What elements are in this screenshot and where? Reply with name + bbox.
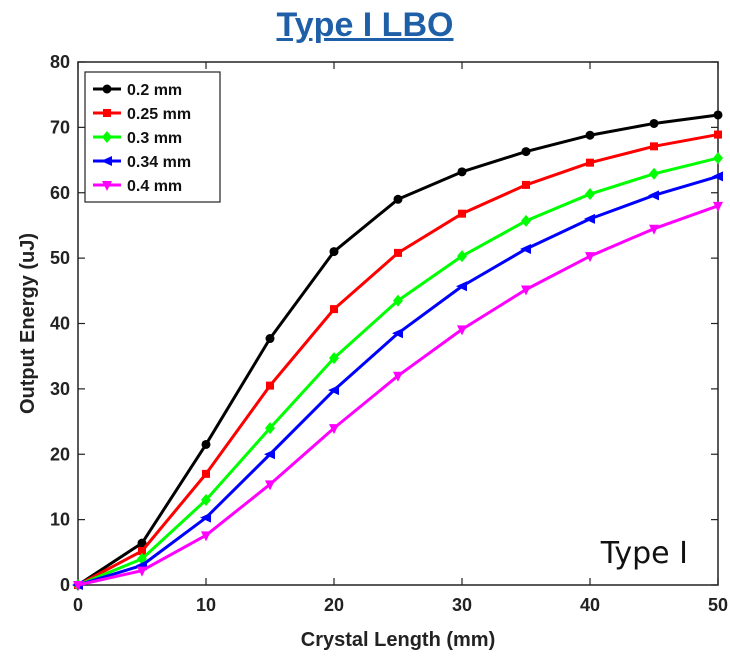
data-point-series-3: [201, 494, 211, 507]
data-point-series-3: [585, 188, 595, 201]
y-tick-label: 80: [50, 52, 70, 72]
x-axis-label: Crystal Length (mm): [301, 629, 495, 651]
legend-label: 0.25 mm: [127, 106, 191, 123]
chart-title: Type I LBO: [276, 6, 454, 44]
legend-marker: [102, 181, 112, 191]
data-point-series-4: [200, 512, 211, 523]
data-point-series-4: [712, 171, 723, 182]
data-point-series-3: [713, 152, 723, 165]
data-point-series-5: [329, 424, 339, 435]
data-point-series-3: [393, 294, 403, 307]
legend-marker: [103, 109, 111, 117]
data-point-series-3: [265, 422, 275, 435]
y-axis-label: Output Energy (uJ): [17, 233, 39, 414]
data-point-series-3: [457, 250, 467, 263]
x-tick-label: 40: [580, 595, 600, 615]
data-point-series-4: [584, 213, 595, 224]
data-point-series-2: [522, 180, 530, 189]
data-point-series-4: [392, 328, 403, 339]
data-point-series-1: [329, 247, 339, 257]
y-tick-label: 0: [60, 575, 70, 595]
data-point-series-1: [585, 130, 595, 140]
data-point-series-2: [394, 248, 402, 257]
y-tick-label: 70: [50, 117, 70, 137]
data-point-series-2: [714, 130, 722, 139]
plot-area: 0 10 20 30 40 50 0 10 20 30 40 50 60 70 80 Crystal Leng…: [17, 52, 728, 651]
data-point-series-1: [457, 167, 467, 177]
data-point-series-5: [713, 201, 723, 212]
legend-marker: [102, 84, 112, 94]
data-point-series-5: [521, 285, 531, 296]
y-tick-label: 30: [50, 379, 70, 399]
data-point-series-4: [648, 190, 659, 201]
x-tick-label: 10: [196, 595, 216, 615]
data-point-series-5: [73, 581, 83, 591]
data-point-series-2: [266, 381, 274, 390]
data-point-series-2: [202, 469, 210, 478]
data-point-series-5: [585, 252, 595, 263]
x-tick-label: 50: [708, 595, 728, 615]
legend-marker: [101, 156, 112, 166]
data-point-series-5: [457, 325, 467, 336]
y-tick-label: 60: [50, 183, 70, 203]
y-tick-label: 40: [50, 314, 70, 334]
data-point-series-1: [521, 147, 531, 157]
chart-annotation: Type I: [600, 536, 688, 571]
y-tick-label: 10: [50, 510, 70, 530]
data-point-series-4: [264, 449, 275, 460]
data-point-series-5: [137, 566, 147, 577]
data-point-series-1: [201, 439, 211, 449]
data-point-series-1: [393, 194, 403, 204]
data-point-series-4: [328, 385, 339, 396]
x-tick-label: 20: [324, 595, 344, 615]
data-point-series-1: [649, 118, 659, 128]
data-point-series-4: [520, 243, 531, 254]
x-tick-label: 30: [452, 595, 472, 615]
x-tick-label: 0: [73, 595, 83, 615]
data-point-series-1: [265, 334, 275, 344]
legend-label: 0.3 mm: [127, 130, 182, 147]
data-point-series-2: [330, 305, 338, 314]
legend-label: 0.2 mm: [127, 82, 182, 99]
legend-label: 0.34 mm: [127, 154, 191, 171]
data-point-series-2: [458, 209, 466, 218]
data-point-series-1: [713, 110, 723, 120]
y-tick-label: 20: [50, 444, 70, 464]
data-point-series-2: [138, 547, 146, 556]
data-point-series-2: [586, 158, 594, 167]
data-point-series-5: [393, 371, 403, 382]
data-point-series-5: [649, 224, 659, 235]
data-point-series-2: [650, 142, 658, 151]
data-point-series-3: [649, 167, 659, 180]
legend-label: 0.4 mm: [127, 178, 182, 195]
data-point-series-3: [521, 214, 531, 227]
y-tick-label: 50: [50, 248, 70, 268]
data-point-series-1: [137, 538, 147, 548]
legend-marker: [102, 131, 112, 143]
data-point-series-4: [456, 281, 467, 292]
data-point-series-5: [265, 480, 275, 491]
data-point-series-5: [201, 531, 211, 542]
data-point-series-3: [329, 352, 339, 365]
